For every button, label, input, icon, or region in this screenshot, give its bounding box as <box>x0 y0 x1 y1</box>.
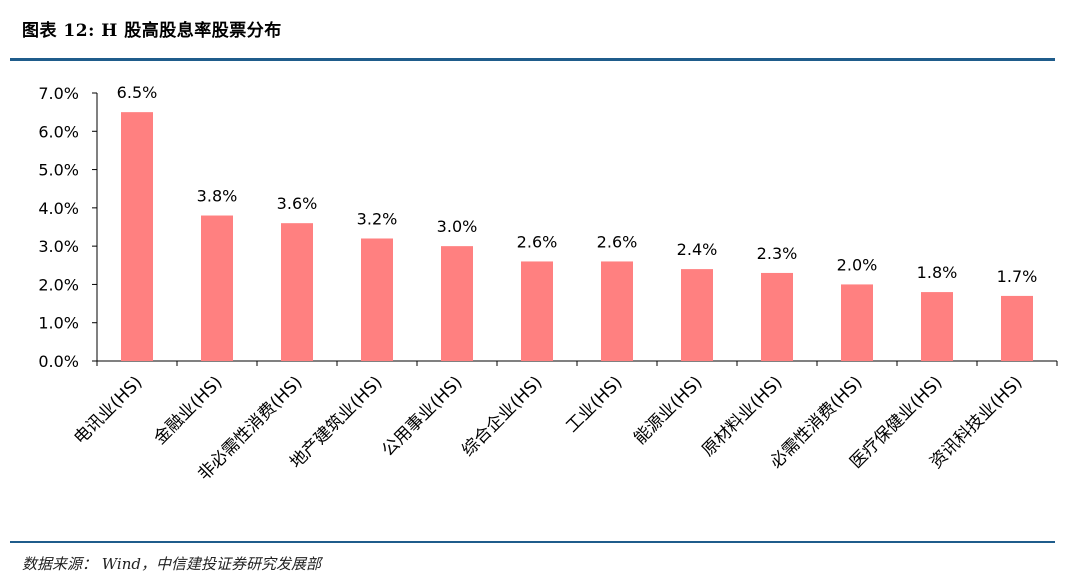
data-label: 3.2% <box>357 209 398 228</box>
category-label: 能源业(HS) <box>630 372 706 448</box>
figure-title: 图表 12: H 股高股息率股票分布 <box>22 21 282 41</box>
category-label: 公用事业(HS) <box>378 372 466 460</box>
y-tick-label: 0.0% <box>38 352 79 371</box>
category-label: 金融业(HS) <box>150 372 226 448</box>
top-rule <box>10 58 1055 61</box>
y-tick-label: 5.0% <box>38 161 79 180</box>
bar <box>1001 295 1033 361</box>
bar <box>281 223 313 361</box>
bar <box>361 238 393 361</box>
bar <box>761 272 793 361</box>
bar <box>441 246 473 361</box>
y-tick-label: 3.0% <box>38 237 79 256</box>
bottom-rule <box>10 541 1055 543</box>
bar <box>521 261 553 361</box>
data-label: 1.7% <box>997 267 1038 286</box>
data-label: 3.0% <box>437 217 478 236</box>
y-tick-label: 7.0% <box>38 84 79 103</box>
bar <box>681 269 713 361</box>
category-label: 工业(HS) <box>562 372 626 436</box>
category-label: 电讯业(HS) <box>70 372 146 448</box>
bar <box>841 284 873 361</box>
data-label: 2.6% <box>517 232 558 251</box>
data-label: 2.0% <box>837 255 878 274</box>
source-note: 数据来源： Wind，中信建投证券研究发展部 <box>22 555 321 573</box>
y-tick-label: 6.0% <box>38 122 79 141</box>
y-tick-label: 1.0% <box>38 314 79 333</box>
data-label: 6.5% <box>117 83 158 102</box>
data-label: 2.3% <box>757 244 798 263</box>
y-tick-label: 2.0% <box>38 275 79 294</box>
bar <box>201 215 233 361</box>
data-label: 3.6% <box>277 194 318 213</box>
bar <box>121 112 153 362</box>
data-label: 2.6% <box>597 232 638 251</box>
category-label: 综合企业(HS) <box>458 372 546 460</box>
category-label: 原材料业(HS) <box>698 372 786 460</box>
data-label: 2.4% <box>677 240 718 259</box>
bar <box>601 261 633 361</box>
bar <box>921 292 953 361</box>
bar-chart: 0.0% 1.0% 2.0% 3.0% 4.0% 5.0% 6.0% 7.0% 6.5% 电讯业(… <box>38 83 1058 485</box>
y-tick-label: 4.0% <box>38 199 79 218</box>
data-label: 1.8% <box>917 263 958 282</box>
data-label: 3.8% <box>197 187 238 206</box>
